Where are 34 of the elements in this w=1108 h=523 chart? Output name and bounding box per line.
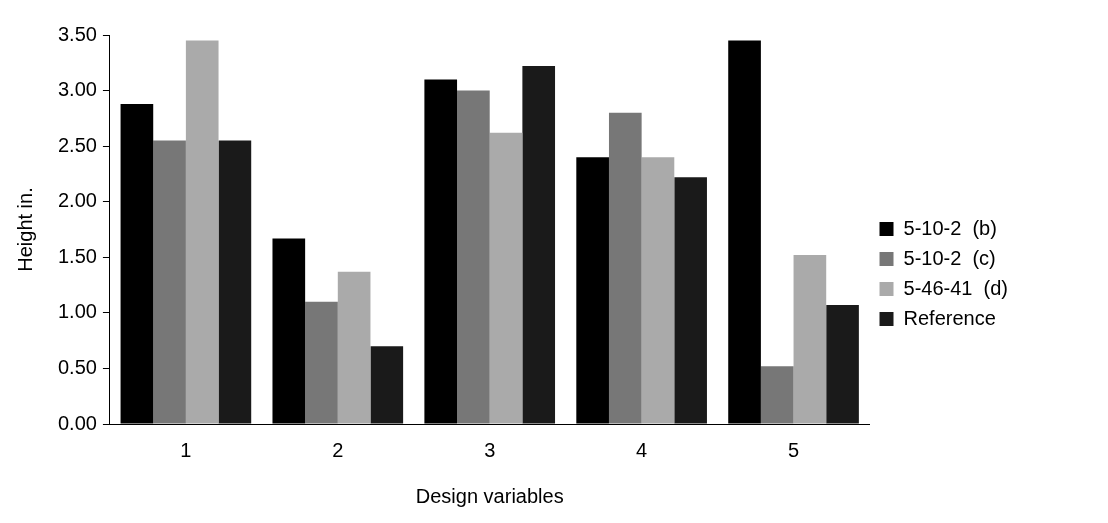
bar [218, 140, 252, 424]
y-tick-label: 1.00 [57, 300, 97, 323]
x-tick-label: 2 [332, 438, 344, 461]
y-tick-label: 0.00 [57, 411, 97, 434]
y-tick-label: 3.50 [57, 22, 97, 45]
bar [370, 346, 404, 424]
x-tick-label: 5 [787, 438, 800, 461]
x-tick-label: 3 [484, 438, 496, 461]
bar [305, 301, 338, 424]
x-axis-title: Design variables [415, 484, 564, 507]
bar [793, 255, 827, 424]
bar [674, 177, 707, 424]
bar [522, 66, 556, 424]
y-tick-label: 2.00 [57, 189, 97, 212]
x-tick-label: 4 [636, 438, 648, 461]
y-tick-label: 3.00 [57, 78, 97, 101]
bar [608, 112, 642, 424]
legend-label: 5-10-2 (c) [903, 246, 996, 269]
bar [185, 40, 219, 424]
y-tick-label: 2.50 [57, 133, 97, 156]
bar [826, 305, 859, 424]
bar [153, 140, 186, 424]
legend-label: 5-46-41 (d) [903, 276, 1009, 299]
y-tick-label: 0.50 [57, 355, 97, 378]
bar [457, 90, 490, 424]
legend-label: Reference [903, 306, 996, 329]
bar [760, 366, 794, 424]
legend-label: 5-10-2 (b) [903, 216, 997, 239]
bar [337, 271, 371, 424]
y-axis-title: Height in. [13, 187, 36, 272]
x-tick-label: 1 [180, 438, 192, 461]
y-tick-label: 1.50 [57, 244, 97, 267]
bar [489, 132, 523, 424]
bar [641, 157, 675, 424]
